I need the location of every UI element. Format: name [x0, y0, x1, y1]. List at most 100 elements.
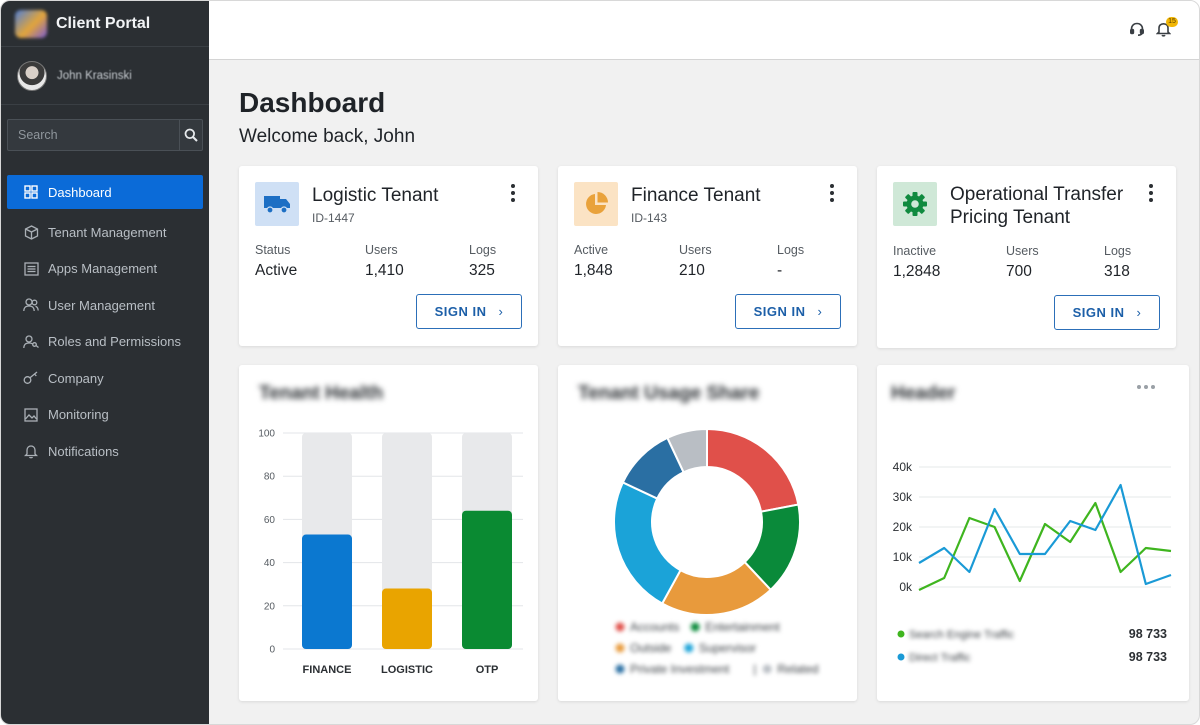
stat-logs: Logs 318 — [1104, 244, 1131, 281]
stat-label: Active — [574, 243, 609, 257]
list-icon — [23, 261, 39, 277]
legend-label: Search Engine Traffic — [909, 629, 1014, 641]
stat-label: Users — [679, 243, 712, 257]
y-tick-label: 10k — [893, 550, 913, 564]
legend-swatch — [690, 622, 700, 632]
tenant-usage-share-chart: Accounts Entertainment Outside Supervisor Pr… — [613, 427, 819, 676]
stat-value: 700 — [1006, 263, 1032, 280]
stat-users: Users 210 — [679, 243, 712, 280]
sidebar-item-dashboard[interactable]: Dashboard — [7, 175, 203, 209]
y-tick-label: 100 — [258, 429, 275, 440]
truck-icon — [264, 196, 290, 214]
stat-label: Users — [1006, 244, 1039, 258]
stat-label: Status — [255, 243, 291, 257]
tenant-card-operational-transfer-pricing: Operational Transfer Pricing Tenant Inac… — [877, 166, 1176, 348]
stat-label: Logs — [777, 243, 805, 257]
legend-label: Private Investment — [630, 662, 730, 676]
sign-in-button[interactable]: SIGN IN › — [416, 294, 522, 329]
chevron-right-icon: › — [1136, 305, 1142, 320]
y-tick-label: 60 — [264, 515, 276, 526]
y-tick-label: 40 — [264, 558, 276, 569]
stat-value: 325 — [469, 262, 495, 279]
tenant-usage-share-card: Tenant Usage Share Accounts Entertainment… — [558, 365, 857, 701]
image-icon — [23, 407, 39, 423]
page-title: Dashboard — [239, 87, 386, 118]
legend-swatch — [615, 643, 625, 653]
stat-value: 1,848 — [574, 262, 613, 279]
legend-label: Outside — [630, 641, 672, 655]
stat-logs: Logs 325 — [469, 243, 496, 280]
sidebar-item-label: User Management — [48, 297, 155, 313]
tenant-name-line-2: Pricing Tenant — [950, 207, 1071, 228]
top-bar: 15 — [209, 1, 1199, 60]
stat-users: Users 700 — [1006, 244, 1039, 281]
stat-value: 210 — [679, 262, 705, 279]
legend-separator: | — [753, 662, 756, 676]
y-tick-label: 20 — [264, 601, 276, 612]
stat-value: Active — [255, 262, 298, 279]
tenant-name-line-1: Operational Transfer — [950, 184, 1124, 205]
notifications-button[interactable]: 15 — [1155, 17, 1178, 39]
x-tick-label: FINANCE — [303, 664, 352, 676]
sidebar-item-user-management[interactable]: User Management — [7, 287, 203, 324]
stat-value: 1,410 — [365, 262, 404, 279]
traffic-line-chart: 0k 10k 20k 30k 40k Search Engine Traffic 98 73… — [893, 460, 1172, 664]
stat-status: Status Active — [255, 243, 297, 280]
stat-active: Active 1,848 — [574, 243, 613, 280]
chart-title: Tenant Usage Share — [578, 383, 760, 404]
chevron-right-icon: › — [498, 304, 504, 319]
search-input[interactable] — [8, 120, 179, 150]
sidebar-item-label: Tenant Management — [48, 224, 167, 240]
grid-icon — [23, 184, 39, 200]
more-horizontal-icon[interactable] — [1137, 385, 1155, 389]
cube-icon — [23, 224, 39, 240]
sign-in-button[interactable]: SIGN IN › — [735, 294, 841, 329]
sign-in-label: SIGN IN — [434, 304, 487, 319]
sidebar-item-notifications[interactable]: Notifications — [7, 433, 203, 470]
brand-logo — [15, 9, 47, 38]
sidebar-item-label: Company — [48, 370, 104, 386]
stat-value: 318 — [1104, 263, 1130, 280]
search-icon — [184, 128, 198, 142]
gear-icon — [903, 192, 927, 216]
tenant-icon-box — [893, 182, 937, 226]
stat-value: 1,2848 — [893, 263, 941, 280]
legend-label: Accounts — [630, 620, 679, 634]
support-button[interactable] — [1129, 21, 1147, 39]
sidebar-item-roles-and-permissions[interactable]: Roles and Permissions — [7, 324, 203, 361]
stat-users: Users 1,410 — [365, 243, 404, 280]
sidebar-item-tenant-management[interactable]: Tenant Management — [7, 214, 203, 251]
users-icon — [23, 297, 39, 313]
stat-label: Logs — [469, 243, 497, 257]
legend-label: Supervisor — [699, 641, 756, 655]
stat-label: Inactive — [893, 244, 937, 258]
tenant-card-finance: Finance Tenant ID-143 Active 1,848 Users… — [558, 166, 857, 346]
brand[interactable]: Client Portal — [1, 1, 209, 47]
app-title: Client Portal — [56, 14, 151, 32]
legend-value: 98 733 — [1129, 650, 1167, 664]
more-options-icon[interactable] — [829, 184, 835, 202]
sidebar-item-apps-management[interactable]: Apps Management — [7, 251, 203, 288]
sidebar-item-label: Notifications — [48, 443, 119, 459]
sidebar-item-company[interactable]: Company — [7, 360, 203, 397]
tenant-name: Logistic Tenant — [312, 185, 439, 206]
legend-swatch — [615, 622, 625, 632]
donut-slice — [706, 427, 800, 513]
sidebar-item-monitoring[interactable]: Monitoring — [7, 397, 203, 434]
y-tick-label: 30k — [893, 490, 913, 504]
chart-legend: Accounts Entertainment Outside Supervisor Pr… — [615, 620, 819, 676]
user-profile[interactable]: John Krasinski — [1, 47, 209, 105]
more-options-icon[interactable] — [1148, 184, 1154, 202]
more-options-icon[interactable] — [510, 184, 516, 202]
tenant-name: Finance Tenant — [631, 185, 761, 206]
sidebar-item-label: Monitoring — [48, 407, 109, 423]
search-button[interactable] — [179, 120, 202, 150]
series-line — [918, 501, 1172, 591]
legend-swatch — [897, 630, 905, 638]
tenant-icon-box — [574, 182, 618, 226]
sign-in-label: SIGN IN — [1072, 305, 1125, 320]
chart-title: Header — [891, 383, 956, 404]
bell-icon — [1155, 22, 1172, 37]
sign-in-button[interactable]: SIGN IN › — [1054, 295, 1160, 330]
